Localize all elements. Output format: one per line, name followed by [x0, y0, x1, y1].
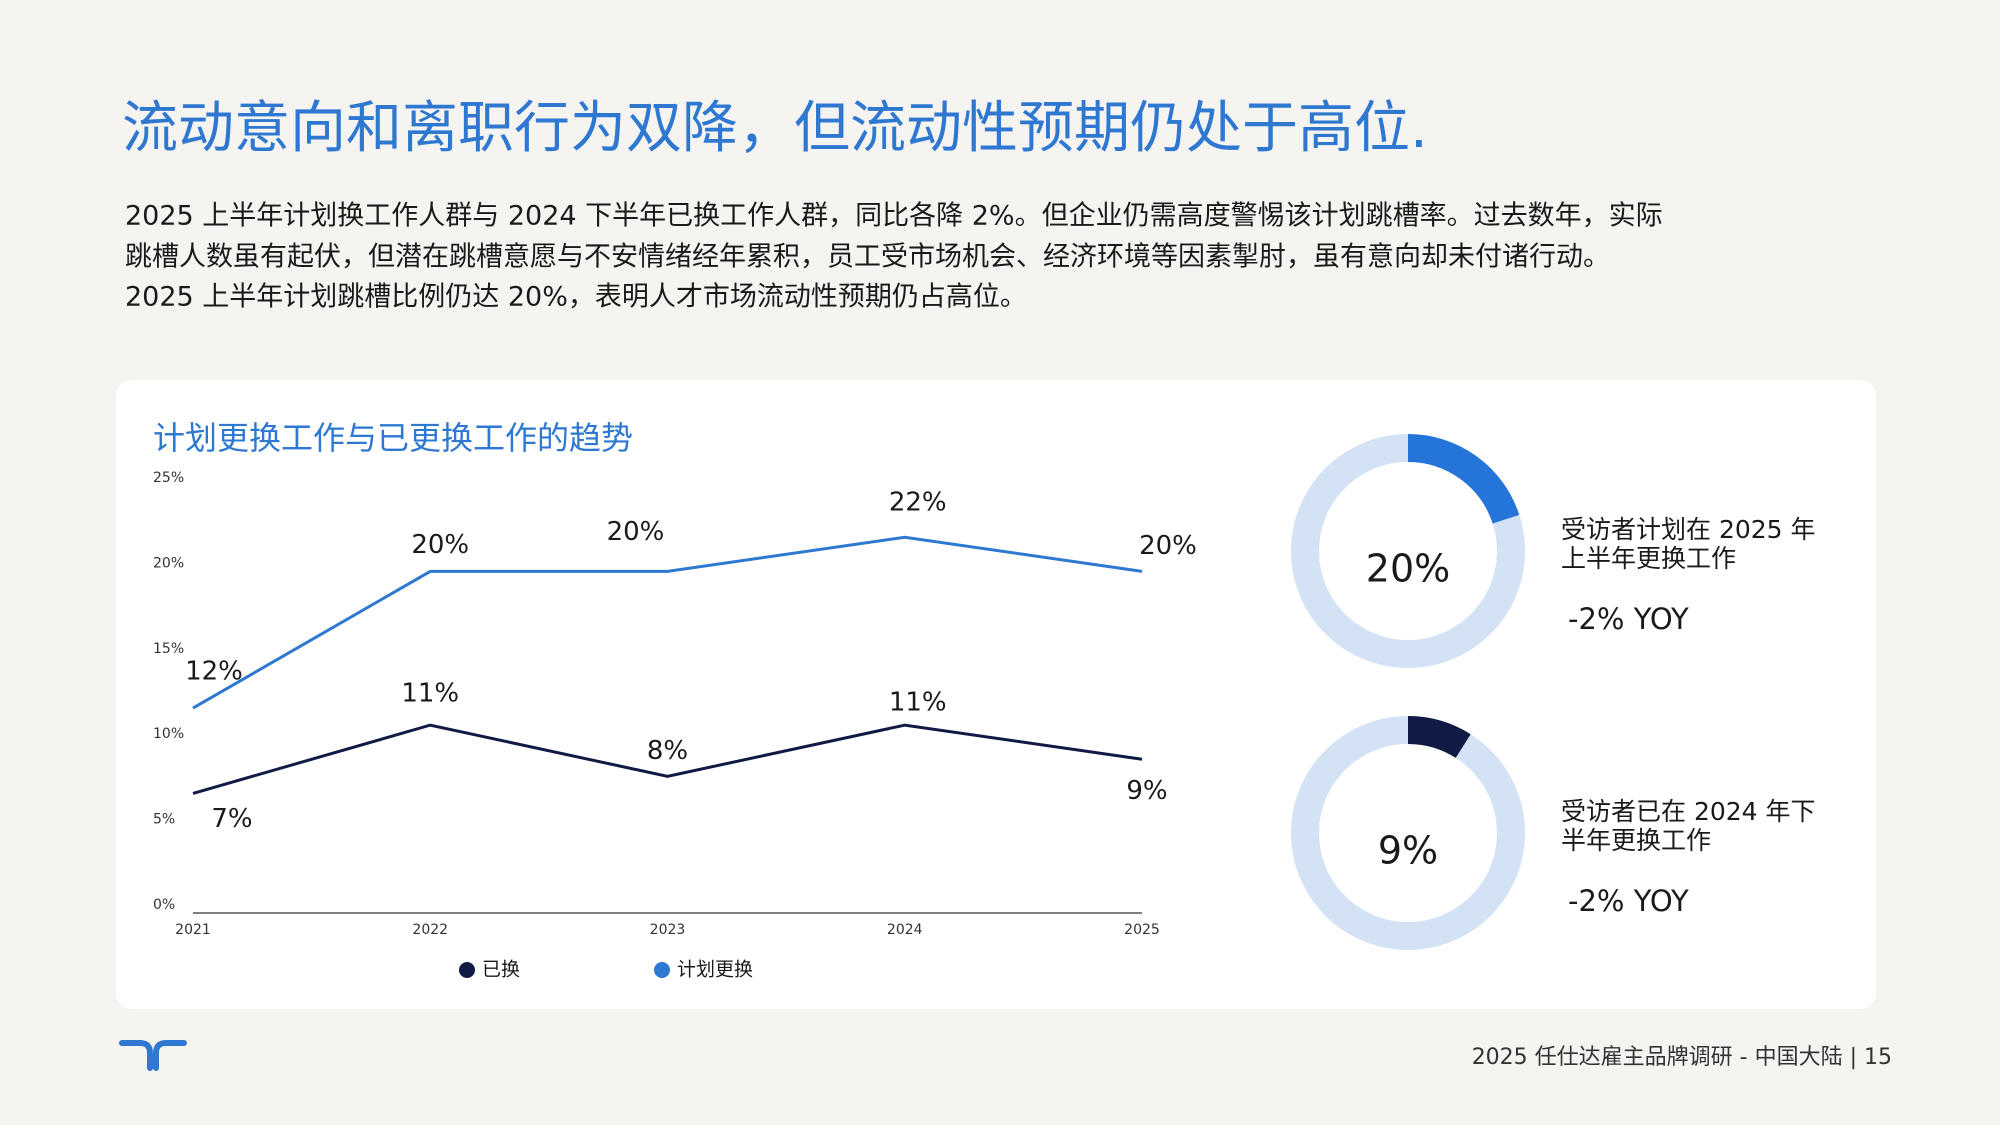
- data-label: 11%: [889, 688, 947, 718]
- donut-yoy: -2% YOY: [1568, 884, 1689, 918]
- y-tick-label: 15%: [153, 641, 184, 657]
- card: [116, 380, 1876, 1009]
- legend-marker: [459, 962, 475, 978]
- legend-label: 计划更换: [677, 959, 753, 981]
- data-label: 20%: [1139, 531, 1197, 561]
- series-line: [192, 535, 1143, 710]
- logo: [119, 1040, 187, 1071]
- legend-label: 已换: [482, 959, 520, 981]
- x-tick-label: 2025: [1124, 922, 1160, 938]
- y-tick-label: 20%: [153, 555, 184, 571]
- y-tick-label: 25%: [153, 470, 184, 486]
- data-label: 9%: [1126, 776, 1167, 806]
- x-tick-label: 2024: [887, 922, 923, 938]
- data-label: 12%: [185, 657, 243, 687]
- x-tick-label: 2022: [412, 922, 448, 938]
- data-label: 8%: [647, 736, 688, 766]
- donut-description: 上半年更换工作: [1561, 544, 1736, 573]
- data-label: 11%: [401, 679, 459, 709]
- donut-arc: [1407, 434, 1520, 524]
- series-line: [192, 723, 1143, 795]
- data-label: 20%: [411, 530, 469, 560]
- x-tick-label: 2023: [650, 922, 686, 938]
- data-label: 22%: [889, 488, 947, 518]
- footer-text: 2025 任仕达雇主品牌调研 - 中国大陆 | 15: [1472, 1045, 1892, 1070]
- y-tick-label: 5%: [153, 812, 175, 828]
- data-label: 7%: [211, 804, 252, 834]
- donut-center-label: 20%: [1366, 547, 1450, 591]
- donut-center-label: 9%: [1378, 829, 1438, 873]
- chart-title: 计划更换工作与已更换工作的趋势: [153, 419, 633, 457]
- x-tick-label: 2021: [175, 922, 211, 938]
- donut-yoy: -2% YOY: [1568, 602, 1689, 636]
- donut-description: 半年更换工作: [1561, 826, 1711, 855]
- y-tick-label: 10%: [153, 726, 184, 742]
- body-line: 2025 上半年计划换工作人群与 2024 下半年已换工作人群，同比各降 2%。…: [125, 201, 1663, 232]
- body-line: 2025 上半年计划跳槽比例仍达 20%，表明人才市场流动性预期仍占高位。: [125, 282, 1027, 313]
- donut-arc: [1407, 716, 1471, 759]
- slide-title: 流动意向和离职行为双降，但流动性预期仍处于高位.: [122, 96, 1428, 161]
- data-label: 20%: [607, 517, 665, 547]
- donut-description: 受访者计划在 2025 年: [1561, 515, 1816, 544]
- donut-description: 受访者已在 2024 年下: [1561, 797, 1816, 826]
- body-line: 跳槽人数虽有起伏，但潜在跳槽意愿与不安情绪经年累积，员工受市场机会、经济环境等因…: [125, 242, 1610, 273]
- legend-marker: [654, 962, 670, 978]
- y-tick-label: 0%: [153, 897, 175, 913]
